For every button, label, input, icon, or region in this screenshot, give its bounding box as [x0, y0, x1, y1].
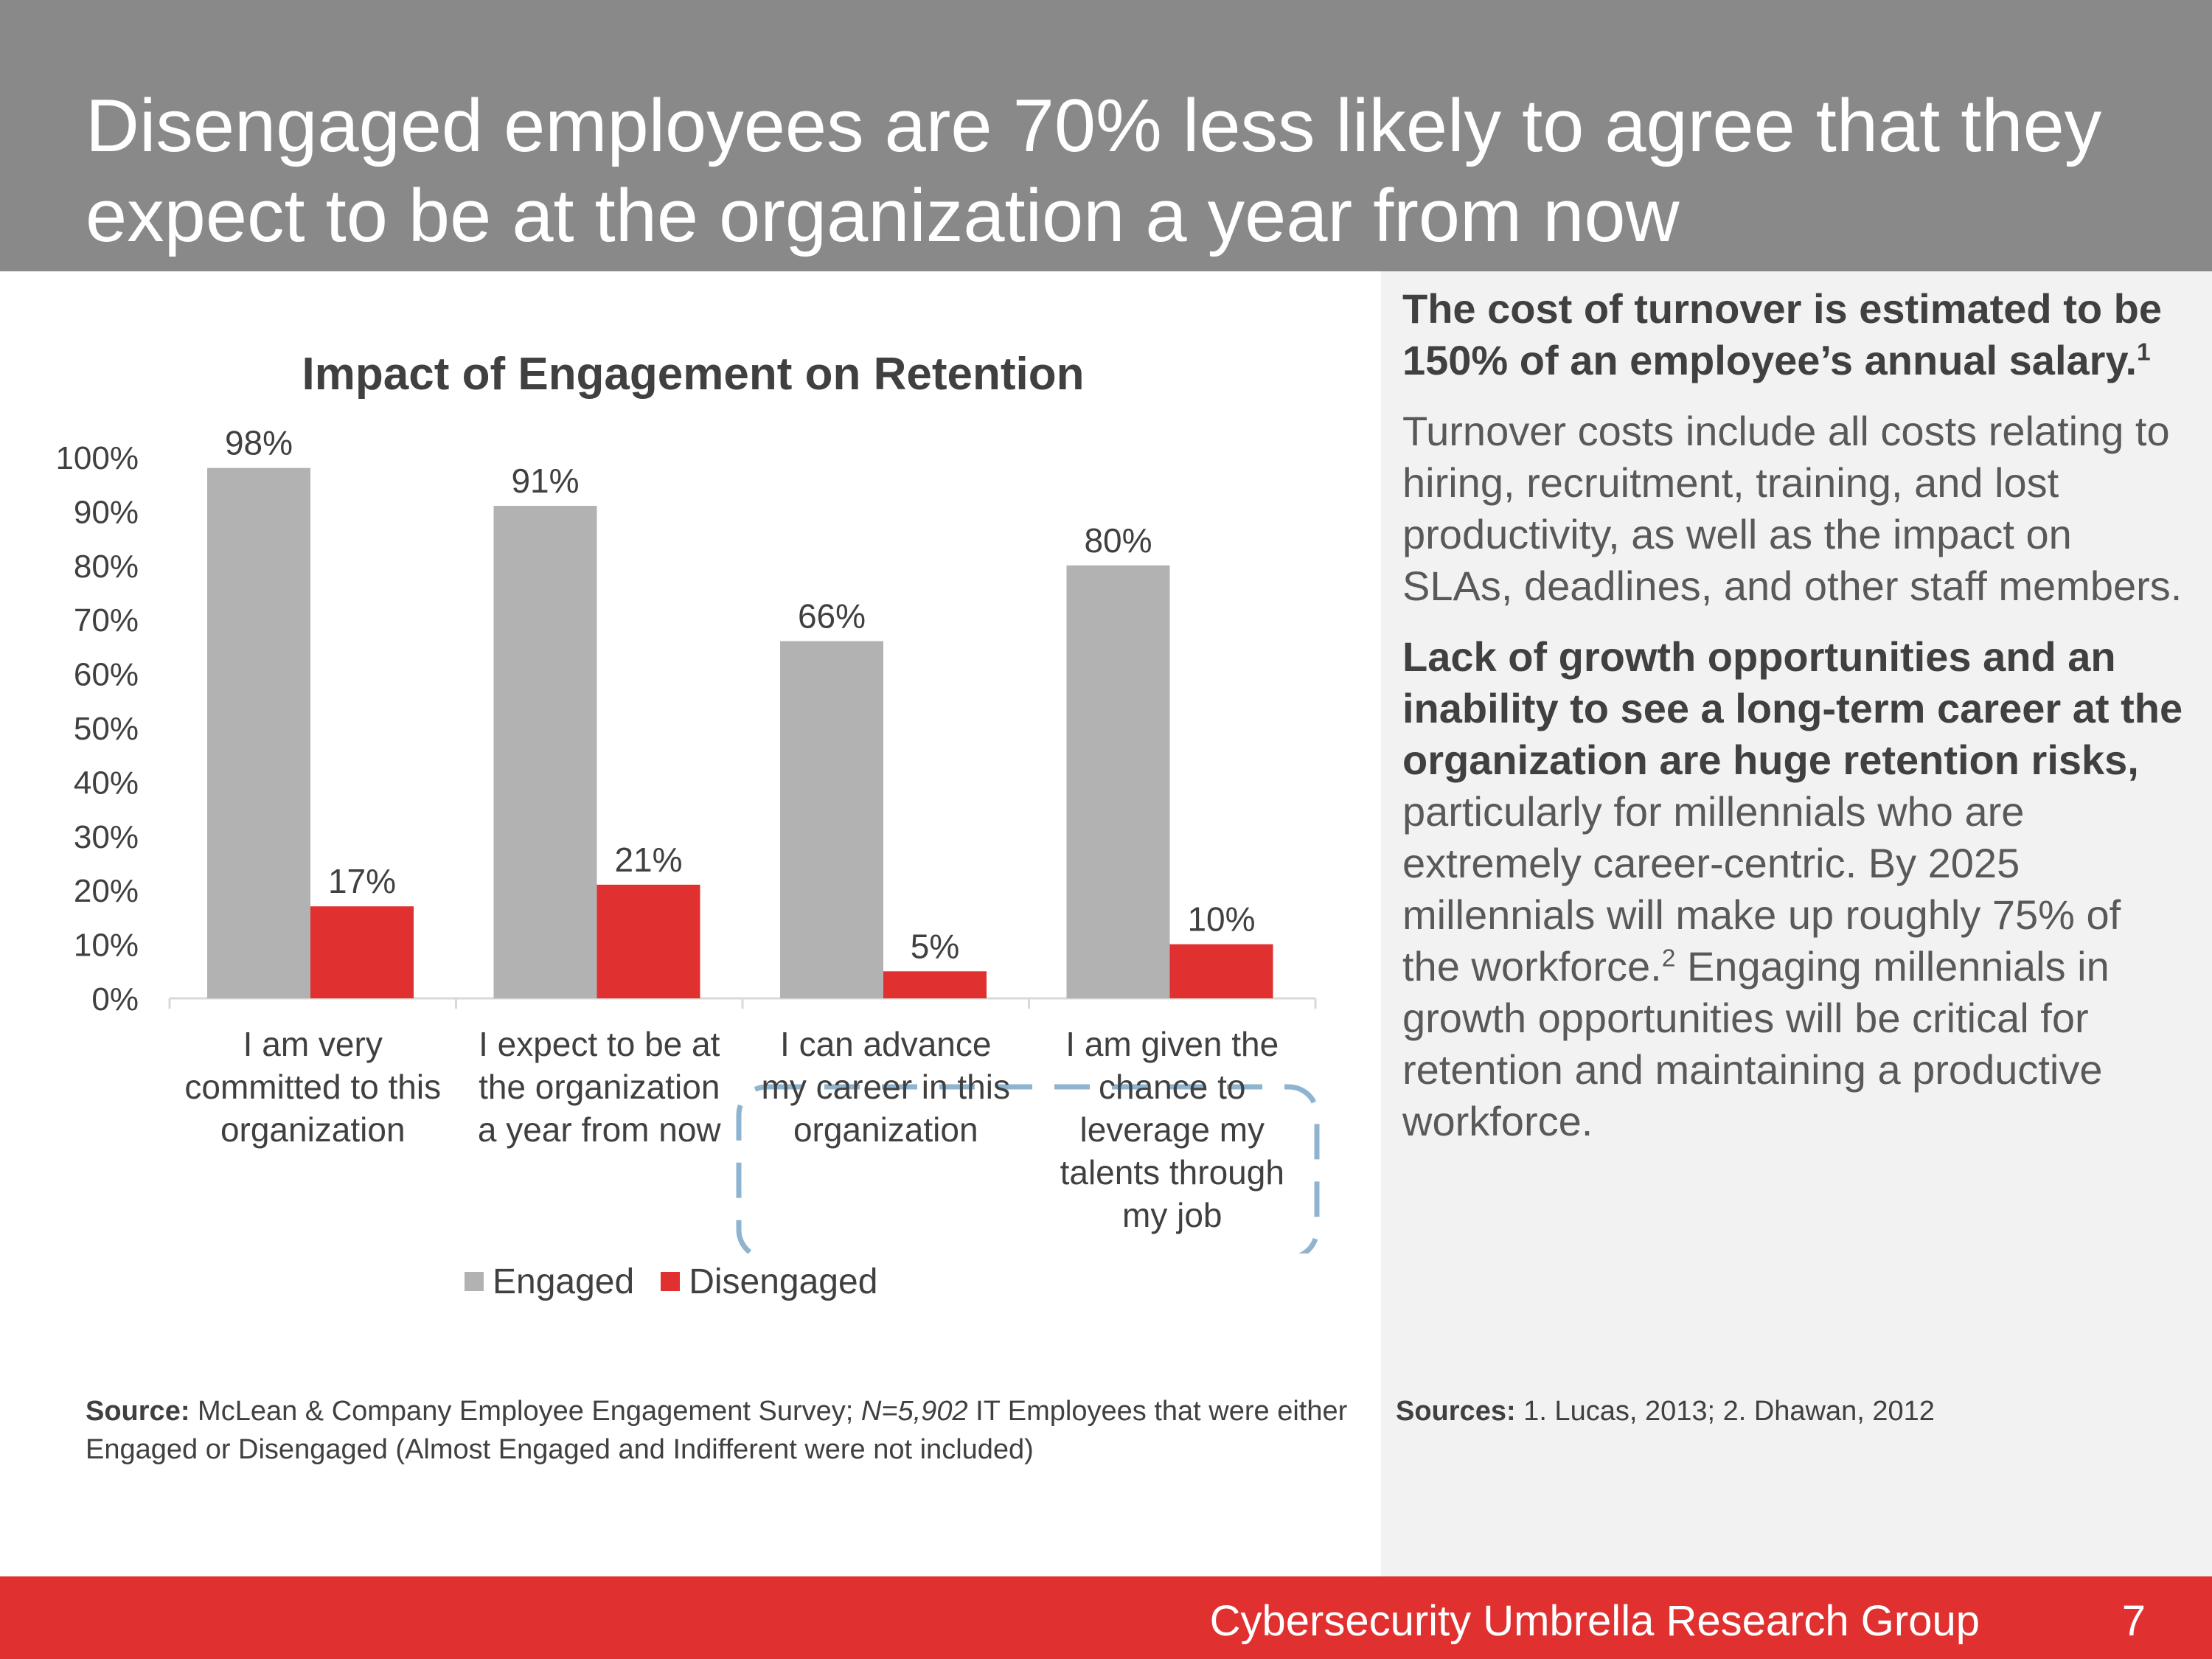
x-category-label: leverage my — [1079, 1110, 1265, 1149]
y-tick-label: 30% — [74, 819, 139, 855]
bar-disengaged — [310, 906, 414, 998]
legend-item-disengaged: Disengaged — [661, 1262, 877, 1302]
legend-swatch-disengaged — [661, 1272, 681, 1291]
source-text-1: McLean & Company Employee Engagement Sur… — [189, 1396, 861, 1427]
y-tick-label: 0% — [91, 981, 139, 1018]
footer-bar — [0, 1576, 2212, 1659]
cost-headline: The cost of turnover is estimated to be … — [1402, 285, 2162, 383]
y-tick-label: 80% — [74, 549, 139, 585]
source-sample-size: N=5,902 — [860, 1396, 968, 1427]
growth-text-1: particularly for millennials who are ext… — [1402, 788, 2121, 990]
source-label: Source: — [86, 1396, 190, 1427]
x-category-label: organization — [220, 1110, 406, 1149]
x-category-label: talents through — [1060, 1153, 1284, 1192]
x-category-label: committed to this — [184, 1068, 441, 1106]
cost-paragraph: The cost of turnover is estimated to be … — [1402, 283, 2184, 386]
bar-chart: 0% 10% 20% 30% 40% 50% 60% 70% 80% 90% 100% 98% 91% 6… — [55, 428, 1320, 1253]
data-label-engaged: 98% — [225, 428, 293, 462]
y-tick-label: 50% — [74, 711, 139, 747]
bar-disengaged — [883, 971, 987, 998]
x-category-label: I expect to be at — [479, 1025, 720, 1063]
data-label-disengaged: 17% — [328, 862, 396, 900]
data-label-engaged: 66% — [798, 597, 866, 636]
y-tick-label: 60% — [74, 657, 139, 693]
y-tick-label: 70% — [74, 602, 139, 639]
slide-title: Disengaged employees are 70% less likely… — [86, 85, 2102, 257]
y-tick-label: 90% — [74, 494, 139, 530]
y-tick-label: 20% — [74, 873, 139, 909]
growth-paragraph: Lack of growth opportunities and an inab… — [1402, 631, 2184, 1147]
highlight-box — [736, 1084, 1320, 1253]
x-category-label: my career in this — [762, 1068, 1010, 1106]
x-category-label: my job — [1122, 1196, 1222, 1234]
legend-swatch-engaged — [465, 1272, 484, 1291]
y-tick-label: 100% — [55, 440, 139, 476]
x-category-label: I can advance — [780, 1025, 991, 1063]
sources-label: Sources: — [1396, 1396, 1516, 1427]
right-panel-text: The cost of turnover is estimated to be … — [1402, 283, 2184, 1166]
right-panel — [1381, 271, 2212, 1576]
bar-engaged — [207, 467, 310, 998]
chart-legend: Engaged Disengaged — [465, 1259, 904, 1304]
y-tick-label: 10% — [74, 928, 139, 964]
sources-note: Sources: 1. Lucas, 2013; 2. Dhawan, 2012 — [1396, 1392, 2133, 1430]
bar-disengaged — [597, 884, 700, 998]
y-tick-label: 40% — [74, 765, 139, 801]
legend-label-disengaged: Disengaged — [689, 1262, 878, 1301]
chart-title: Impact of Engagement on Retention — [302, 349, 1085, 400]
footnote-ref-2: 2 — [1661, 945, 1676, 973]
bar-engaged — [1066, 565, 1170, 998]
data-label-engaged: 91% — [511, 462, 579, 500]
x-category-label: a year from now — [478, 1110, 722, 1149]
bar-engaged — [493, 506, 597, 998]
data-label-engaged: 80% — [1084, 521, 1152, 560]
legend-item-engaged: Engaged — [465, 1262, 634, 1302]
bar-disengaged — [1169, 944, 1273, 998]
chart-source-note: Source: McLean & Company Employee Engage… — [86, 1392, 1354, 1469]
growth-headline: Lack of growth opportunities and an inab… — [1402, 633, 2183, 783]
sources-text: 1. Lucas, 2013; 2. Dhawan, 2012 — [1515, 1396, 1935, 1427]
source-text-2: IT Employees that were either Engaged or… — [86, 1396, 1348, 1465]
x-category-label: I am very — [243, 1025, 383, 1063]
x-category-label: the organization — [479, 1068, 720, 1106]
bar-engaged — [780, 641, 883, 998]
footer-org-name: Cybersecurity Umbrella Research Group — [1209, 1597, 1980, 1645]
legend-label-engaged: Engaged — [493, 1262, 635, 1301]
turnover-paragraph: Turnover costs include all costs relatin… — [1402, 408, 2183, 609]
x-category-label: I am given the — [1065, 1025, 1279, 1063]
footnote-ref-1: 1 — [2137, 338, 2151, 366]
data-label-disengaged: 21% — [614, 841, 682, 879]
title-bar — [0, 0, 2212, 271]
data-label-disengaged: 5% — [911, 927, 959, 965]
growth-text-2: Engaging millennials in growth opportuni… — [1402, 943, 2110, 1144]
page-number: 7 — [2121, 1597, 2146, 1645]
x-category-label: chance to — [1099, 1068, 1245, 1106]
x-category-label: organization — [793, 1110, 978, 1149]
data-label-disengaged: 10% — [1187, 900, 1255, 939]
